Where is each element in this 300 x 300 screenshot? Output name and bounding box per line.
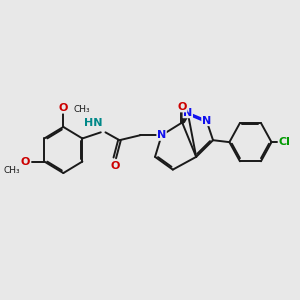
Text: O: O [21, 157, 30, 166]
Text: CH₃: CH₃ [74, 105, 90, 114]
Text: O: O [110, 161, 119, 171]
Text: CH₃: CH₃ [3, 166, 20, 175]
Text: N: N [157, 130, 166, 140]
Text: HN: HN [84, 118, 103, 128]
Text: N: N [183, 108, 192, 118]
Text: N: N [202, 116, 211, 126]
Text: O: O [178, 102, 187, 112]
Text: Cl: Cl [278, 137, 290, 147]
Text: O: O [59, 103, 68, 113]
